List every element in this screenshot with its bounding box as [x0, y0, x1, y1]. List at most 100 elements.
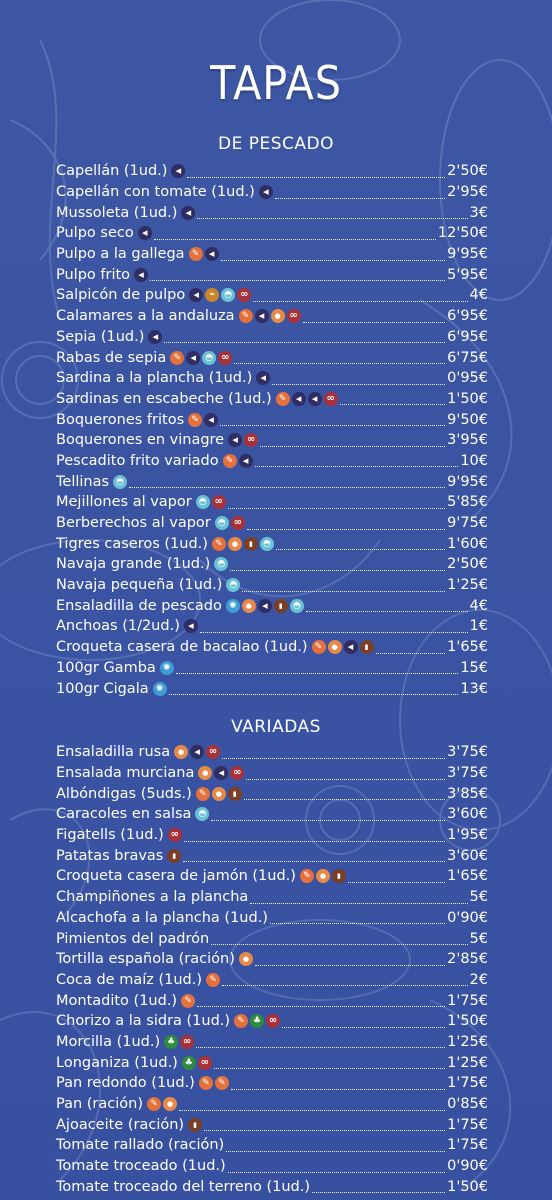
item-price: 5'95€ — [447, 266, 488, 283]
item-price: 2'50€ — [447, 163, 488, 180]
dot-leader — [272, 372, 446, 385]
egg-allergen-icon — [163, 1097, 177, 1112]
item-name: Montadito (1ud.) — [56, 992, 178, 1009]
allergen-icons — [258, 185, 273, 200]
mollusc-allergen-icon — [195, 807, 210, 822]
item-name: Navaja grande (1ud.) — [56, 556, 211, 573]
item-name: Rabas de sepia — [56, 349, 167, 366]
allergen-icons — [188, 412, 219, 427]
allergen-icons — [137, 226, 152, 241]
celery-allergen-icon — [250, 1014, 265, 1029]
mollusc-allergen-icon — [214, 516, 229, 531]
dot-leader — [302, 310, 446, 323]
menu-item: Croqueta casera de jamón (1ud.) 1'65€ — [56, 866, 488, 887]
item-price: 2'85€ — [447, 951, 488, 968]
allergen-icons — [222, 453, 253, 468]
dot-leader — [230, 1077, 446, 1090]
item-price: 3'60€ — [447, 847, 488, 864]
gluten-allergen-icon — [234, 1014, 249, 1029]
dot-leader — [269, 911, 446, 925]
item-name: Navaja pequeña (1ud.) — [56, 577, 223, 594]
allergen-icons — [152, 681, 167, 696]
item-name: Champiñones a la plancha — [56, 889, 249, 906]
item-name: Capellán con tomate (1ud.) — [56, 184, 255, 201]
menu-item: Caracoles en salsa 3'60€ — [56, 804, 488, 825]
fish-allergen-icon — [183, 619, 198, 634]
section-title-variadas: VARIADAS — [231, 717, 321, 737]
menu-item: 100gr Gamba 15€ — [56, 658, 488, 679]
item-name: Figatells (1ud.) — [56, 827, 164, 844]
egg-allergen-icon — [270, 309, 285, 324]
fish-allergen-icon — [204, 412, 219, 427]
dot-leader — [254, 454, 459, 468]
item-name: Tomate troceado (1ud.) — [56, 1158, 226, 1175]
menu-item: Patatas bravas 3'60€ — [56, 845, 488, 866]
allergen-icons — [214, 557, 229, 572]
menu-item: Tigres caseros (1ud.) 1'60€ — [56, 533, 488, 554]
dot-leader — [305, 599, 468, 613]
gluten-allergen-icon — [222, 453, 237, 468]
dot-leader — [312, 1180, 446, 1194]
item-name: Croqueta casera de jamón (1ud.) — [56, 868, 296, 885]
menu-item: Navaja grande (1ud.) 2'50€ — [56, 554, 488, 575]
fish-allergen-icon — [228, 433, 243, 448]
gluten-allergen-icon — [211, 536, 226, 551]
dot-leader — [150, 268, 446, 282]
egg-allergen-icon — [241, 598, 256, 613]
menu-item: Coca de maíz (1ud.) 2€ — [56, 970, 488, 991]
item-price: 1'95€ — [447, 827, 488, 844]
menu-item: Chorizo a la sidra (1ud.) 1'50€ — [56, 1011, 488, 1032]
item-price: 2'50€ — [447, 556, 488, 573]
item-name: Pulpo frito — [56, 266, 131, 283]
allergen-icons — [188, 1117, 203, 1132]
item-name: Ajoaceite (ración) — [56, 1116, 185, 1133]
menu-item: Tomate rallado (ración) 1'75€ — [56, 1135, 488, 1156]
menu-item: Ensalada murciana 3'75€ — [56, 763, 488, 784]
fish-allergen-icon — [291, 391, 306, 406]
item-price: 6'95€ — [447, 328, 488, 345]
dot-leader — [243, 787, 446, 801]
milk-allergen-icon — [243, 536, 258, 551]
dot-leader — [246, 767, 446, 780]
egg-allergen-icon — [174, 745, 189, 760]
item-name: Boquerones en vinagre — [56, 432, 225, 449]
allergen-icons — [148, 329, 163, 344]
dot-leader — [227, 496, 446, 509]
item-price: 6'75€ — [447, 349, 488, 366]
item-price: 1'75€ — [447, 1116, 488, 1133]
egg-allergen-icon — [315, 869, 330, 884]
item-name: Boquerones fritos — [56, 411, 185, 428]
item-price: 1'65€ — [447, 868, 488, 885]
gluten-allergen-icon — [170, 350, 185, 365]
dot-leader — [197, 994, 446, 1008]
item-name: 100gr Gamba — [56, 659, 156, 676]
allergen-icons — [195, 807, 210, 822]
menu-item: Longaniza (1ud.) 1'25€ — [56, 1052, 488, 1073]
fish-allergen-icon — [134, 267, 149, 282]
menu-item: Pan redondo (1ud.) 1'75€ — [56, 1073, 488, 1094]
dot-leader — [246, 517, 446, 530]
allergen-icons — [195, 786, 242, 801]
allergen-icons — [238, 952, 253, 967]
sulfite-allergen-icon — [218, 350, 233, 365]
item-price: 2'95€ — [447, 184, 488, 201]
item-name: Alcachofa a la plancha (1ud.) — [56, 909, 268, 926]
milk-allergen-icon — [359, 640, 374, 655]
dot-leader — [282, 1015, 446, 1028]
mollusc-allergen-icon — [221, 288, 236, 303]
menu-item: Pan (ración) 0'85€ — [56, 1094, 488, 1115]
item-name: Tomate rallado (ración) — [56, 1137, 225, 1154]
item-price: 6'95€ — [447, 308, 488, 325]
dot-leader — [347, 870, 446, 883]
allergen-icons — [159, 660, 174, 675]
section-title-pescado: DE PESCADO — [218, 134, 334, 154]
mollusc-allergen-icon — [259, 536, 274, 551]
mollusc-allergen-icon — [113, 474, 128, 489]
item-name: Coca de maíz (1ud.) — [56, 971, 202, 988]
item-price: 4€ — [469, 597, 488, 614]
item-price: 5€ — [469, 930, 488, 947]
sulfite-allergen-icon — [167, 828, 182, 843]
fish-allergen-icon — [343, 640, 358, 655]
gluten-allergen-icon — [311, 640, 326, 655]
gluten-allergen-icon — [188, 247, 203, 262]
